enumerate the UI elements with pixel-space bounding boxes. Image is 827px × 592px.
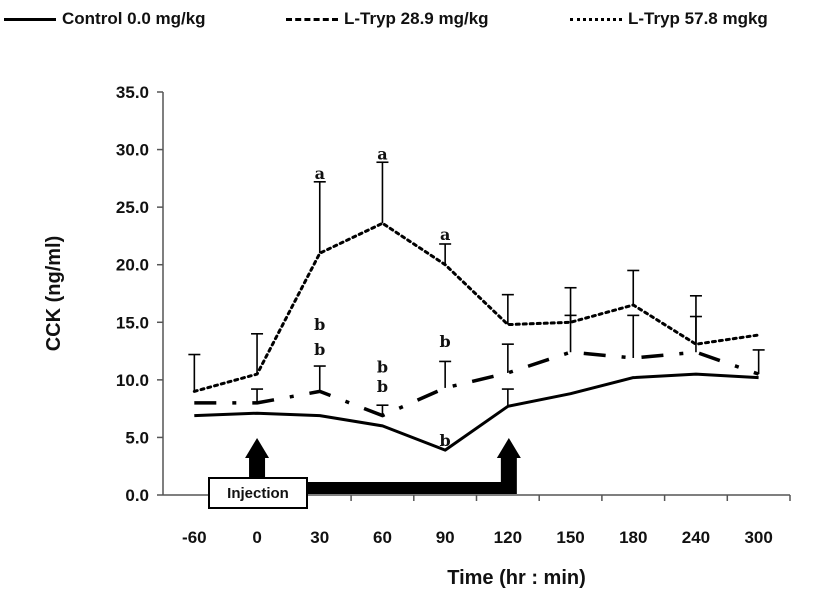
y-tick-label: 20.0 [116,256,149,275]
x-tick-label: 60 [373,528,392,547]
significance-label: a [377,144,387,163]
significance-label: a [440,225,450,244]
y-tick-label: 5.0 [125,428,149,447]
series-line-dash [194,350,760,418]
significance-label: b [314,315,325,334]
legend-swatch-dash [286,17,338,21]
significance-label: b [440,431,451,450]
significance-label: a [315,164,325,183]
y-tick-label: 0.0 [125,486,149,505]
significance-label: b [314,340,325,359]
significance-label: b [377,377,388,396]
y-tick-label: 30.0 [116,141,149,160]
injection-label: Injection [227,484,289,502]
x-tick-label: 150 [556,528,584,547]
x-tick-label: 120 [494,528,522,547]
x-tick-label: 300 [744,528,772,547]
legend-swatch-dot [570,17,622,21]
series-1 [194,314,765,418]
y-tick-label: 10.0 [116,371,149,390]
series-2 [188,161,761,393]
legend-label-ltryp-low: L-Tryp 28.9 mg/kg [344,9,489,28]
legend: Control 0.0 mg/kg L-Tryp 28.9 mg/kg L-Tr… [4,2,826,36]
x-tick-label: 90 [436,528,455,547]
y-tick-label: 35.0 [116,83,149,102]
legend-item-ltryp-low: L-Tryp 28.9 mg/kg [286,2,489,36]
y-tick-label: 15.0 [116,313,149,332]
y-tick-label: 25.0 [116,198,149,217]
significance-label: b [377,357,388,376]
x-tick-label: 240 [682,528,710,547]
injection-period-bar [300,482,516,494]
x-tick-label: 0 [252,528,261,547]
y-axis-title: CCK (ng/ml) [43,236,65,352]
series-0 [194,372,759,452]
legend-item-control: Control 0.0 mg/kg [4,2,206,36]
x-tick-label: -60 [182,528,207,547]
legend-item-ltryp-high: L-Tryp 57.8 mgkg [570,2,768,36]
x-axis-title: Time (hr : min) [447,567,586,589]
x-tick-label: 30 [310,528,329,547]
series-line-dot [192,221,761,393]
injection-arrow-120 [496,438,521,494]
injection-label-box: Injection [208,477,308,509]
legend-label-ltryp-high: L-Tryp 57.8 mgkg [628,9,768,28]
injection-arrow-0 [245,438,270,478]
x-tick-label: 180 [619,528,647,547]
significance-label: b [440,332,451,351]
legend-swatch-solid [4,17,56,21]
legend-label-control: Control 0.0 mg/kg [62,9,206,28]
series-line-solid [194,372,759,452]
